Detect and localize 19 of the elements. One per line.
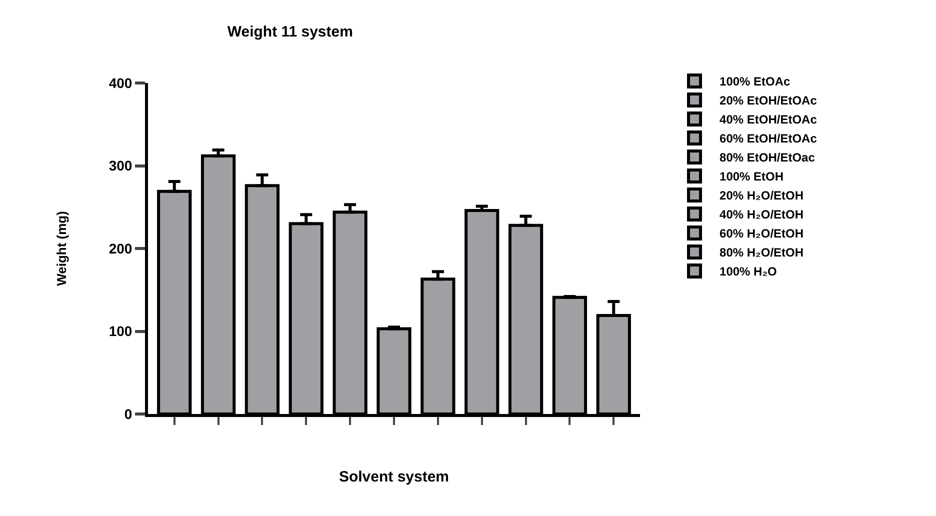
y-axis-title: Weight (mg) bbox=[54, 211, 69, 286]
y-tick-label: 100 bbox=[108, 323, 132, 340]
legend-label: 100% EtOH bbox=[720, 170, 784, 184]
y-tick-label: 200 bbox=[108, 240, 132, 256]
y-tick-label: 400 bbox=[108, 74, 132, 91]
chart-title: Weight 11 system bbox=[227, 23, 353, 40]
y-tick-label: 300 bbox=[108, 158, 132, 174]
legend-label: 40% H₂O/EtOH bbox=[720, 208, 804, 222]
legend-label: 80% H₂O/EtOH bbox=[720, 246, 804, 260]
legend-label: 100% EtOAc bbox=[720, 74, 791, 89]
y-tick-label: 0 bbox=[124, 406, 132, 422]
legend-label: 20% H₂O/EtOH bbox=[720, 188, 804, 203]
legend-label: 60% EtOH/EtOAc bbox=[720, 132, 818, 146]
legend-label: 20% EtOH/EtOAc bbox=[720, 94, 818, 108]
legend-label: 40% EtOH/EtOAc bbox=[720, 112, 818, 127]
x-axis-title: Solvent system bbox=[338, 468, 450, 486]
legend-label: 80% EtOH/EtOac bbox=[720, 150, 816, 165]
legend-label: 100% H₂O bbox=[720, 264, 777, 279]
legend-label: 60% H₂O/EtOH bbox=[720, 226, 804, 241]
